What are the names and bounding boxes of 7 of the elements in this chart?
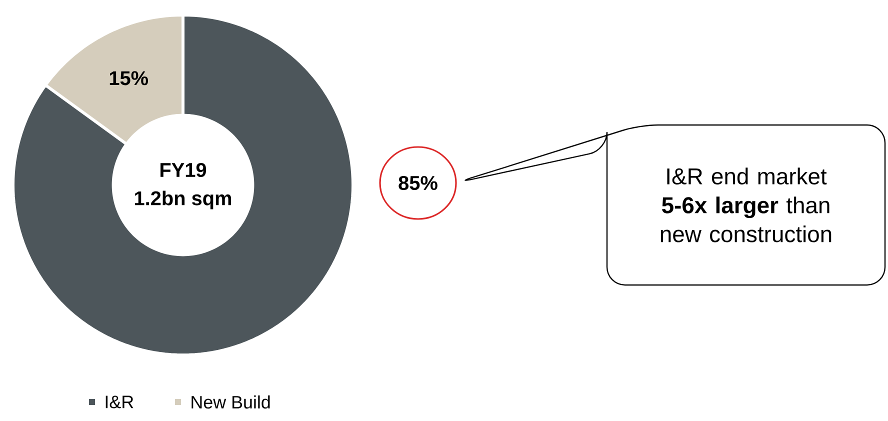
- data-label: 85%: [398, 176, 438, 190]
- text: 1.2bn sqm: [134, 190, 232, 210]
- legend-label: I&R: [106, 396, 134, 408]
- legend-label: New Build: [192, 395, 270, 409]
- data-label: 15%: [110, 71, 148, 86]
- text: I&R end market 5-6x larger than new construction: [660, 168, 832, 242]
- text: FY19: [160, 162, 206, 178]
